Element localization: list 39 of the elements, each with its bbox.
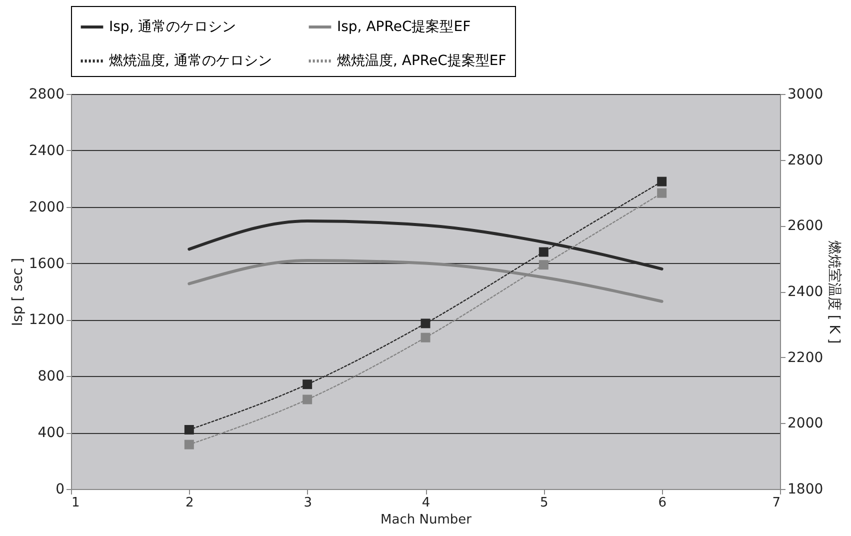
legend-label: 燃焼温度, APReC提案型EF <box>337 52 506 69</box>
point <box>302 380 312 390</box>
y-tick-label: 400 <box>38 425 64 442</box>
point <box>420 318 430 328</box>
y2-tick-label: 2600 <box>788 218 824 234</box>
legend-label: Isp, 通常のケロシン <box>109 19 236 35</box>
point <box>184 440 194 450</box>
x-tick-label: 4 <box>422 496 430 510</box>
y-tick-label: 1200 <box>28 312 64 328</box>
y2-tick-label: 2000 <box>788 416 824 432</box>
x-tick-label: 5 <box>540 496 548 510</box>
y-axis-title: Isp [ sec ] <box>10 258 26 326</box>
y2-tick-label: 2200 <box>788 350 824 366</box>
y2-tick-label: 1800 <box>788 482 824 498</box>
x-tick-label: 1 <box>72 496 80 510</box>
y-tick-label: 1600 <box>28 256 64 272</box>
point <box>302 394 312 404</box>
point <box>657 176 667 186</box>
y2-axis-title: 燃焼室温度 [ K ] <box>826 240 842 344</box>
point <box>538 260 548 270</box>
y-tick-label: 2000 <box>28 199 64 216</box>
x-axis-title: Mach Number <box>380 512 472 528</box>
point <box>657 188 667 198</box>
y2-tick-label: 3000 <box>788 86 824 102</box>
y-tick-label: 2400 <box>28 142 64 159</box>
legend-label: Isp, APReC提案型EF <box>337 18 471 35</box>
legend-label: 燃焼温度, 通常のケロシン <box>109 53 272 69</box>
point <box>420 332 430 342</box>
y2-tick-label: 2400 <box>788 284 824 300</box>
x-tick-label: 3 <box>304 496 312 510</box>
y-tick-label: 800 <box>38 368 64 385</box>
point <box>538 247 548 257</box>
x-tick-label: 7 <box>772 496 780 510</box>
y-tick-label: 2800 <box>28 86 64 102</box>
point <box>184 425 194 434</box>
y2-tick-label: 2800 <box>788 152 824 168</box>
y-tick-label: 0 <box>56 482 64 498</box>
x-tick-label: 2 <box>186 496 194 510</box>
x-tick-label: 6 <box>658 496 666 510</box>
